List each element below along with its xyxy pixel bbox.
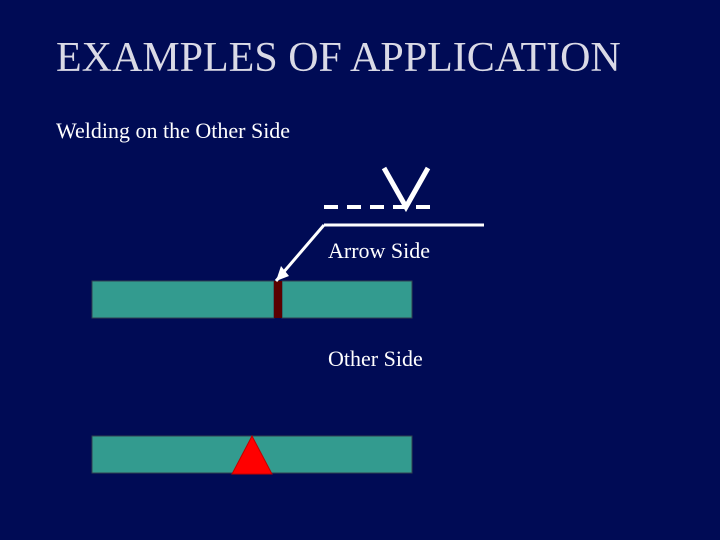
plate-top-right <box>282 281 412 318</box>
plate-top-gap <box>274 281 282 318</box>
plate-top-left <box>92 281 274 318</box>
slide-root: EXAMPLES OF APPLICATION Welding on the O… <box>0 0 720 540</box>
welding-diagram <box>0 0 720 540</box>
v-groove-icon <box>384 168 428 207</box>
